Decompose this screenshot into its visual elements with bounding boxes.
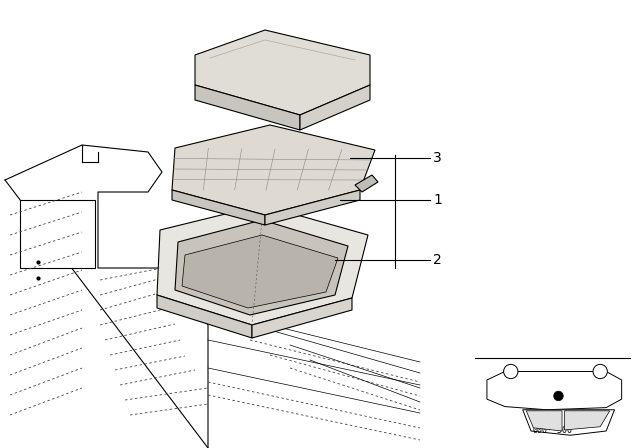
Polygon shape — [265, 190, 360, 225]
Polygon shape — [252, 298, 352, 338]
Polygon shape — [172, 125, 375, 215]
Polygon shape — [157, 295, 252, 338]
Circle shape — [504, 364, 518, 379]
Circle shape — [554, 391, 563, 401]
Polygon shape — [195, 85, 300, 130]
Text: 000··500: 000··500 — [532, 426, 573, 435]
Polygon shape — [523, 410, 614, 435]
Polygon shape — [526, 411, 562, 431]
Text: 3: 3 — [433, 151, 442, 165]
Text: 1: 1 — [433, 193, 442, 207]
Polygon shape — [172, 190, 265, 225]
Circle shape — [593, 364, 607, 379]
Polygon shape — [20, 200, 95, 268]
Polygon shape — [487, 371, 621, 410]
Text: 2: 2 — [433, 253, 442, 267]
Polygon shape — [182, 235, 338, 308]
Polygon shape — [300, 85, 370, 130]
Polygon shape — [355, 175, 378, 192]
Polygon shape — [175, 220, 348, 315]
Polygon shape — [195, 30, 370, 115]
Polygon shape — [157, 205, 368, 325]
Polygon shape — [564, 411, 610, 430]
